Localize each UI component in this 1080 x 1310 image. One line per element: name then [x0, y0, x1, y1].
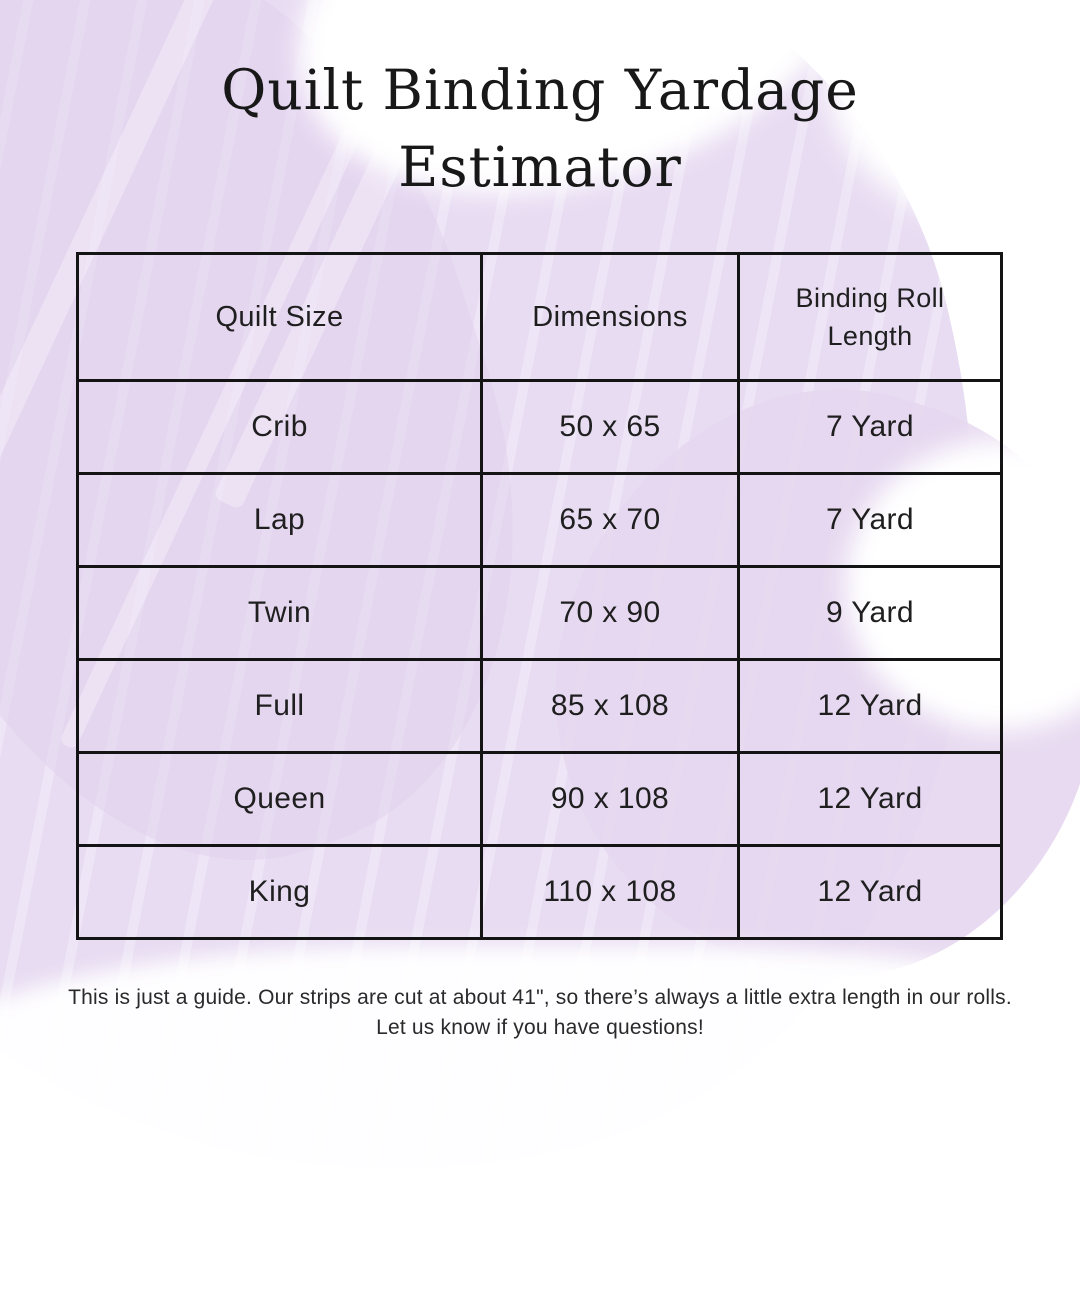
- table-cell-size: King: [79, 847, 483, 937]
- footer-note: This is just a guide. Our strips are cut…: [68, 986, 1012, 1039]
- table-cell-dimensions: 65 x 70: [483, 475, 740, 568]
- table-cell-dimensions: 90 x 108: [483, 754, 740, 847]
- page-title-line1: Quilt Binding Yardage: [221, 58, 859, 122]
- table-cell-size: Full: [79, 661, 483, 754]
- table-cell-dimensions: 85 x 108: [483, 661, 740, 754]
- table-cell-binding-length: 7 Yard: [740, 382, 1000, 475]
- table-cell-binding-length: 12 Yard: [817, 875, 923, 908]
- table-cell-size: Twin: [79, 568, 483, 661]
- table-cell-dimensions: 70 x 90: [483, 568, 740, 661]
- table-cell-size: Queen: [79, 754, 483, 847]
- table-cell-size: Lap: [79, 475, 483, 568]
- white-gap-right: [845, 440, 1080, 730]
- page-title: Quilt Binding Yardage Estimator: [0, 52, 1080, 206]
- column-header-dimensions: Dimensions: [483, 255, 740, 382]
- page-title-line2: Estimator: [398, 135, 682, 199]
- table-cell-binding-length: 9 Yard: [740, 568, 1000, 661]
- table-cell-dimensions: 110 x 108: [483, 847, 740, 937]
- yardage-table: Quilt Size Dimensions Binding Roll Lengt…: [76, 252, 1003, 940]
- table-cell-binding-length: 12 Yard: [740, 754, 1000, 847]
- table-cell-binding-length: 12 Yard: [740, 661, 1000, 754]
- column-header-quilt-size: Quilt Size: [79, 255, 483, 382]
- column-header-binding-roll-length: Binding Roll Length: [740, 255, 1000, 382]
- table-cell-dimensions: 50 x 65: [483, 382, 740, 475]
- table-cell-binding-length: 7 Yard: [740, 475, 1000, 568]
- table-cell-size: Crib: [79, 382, 483, 475]
